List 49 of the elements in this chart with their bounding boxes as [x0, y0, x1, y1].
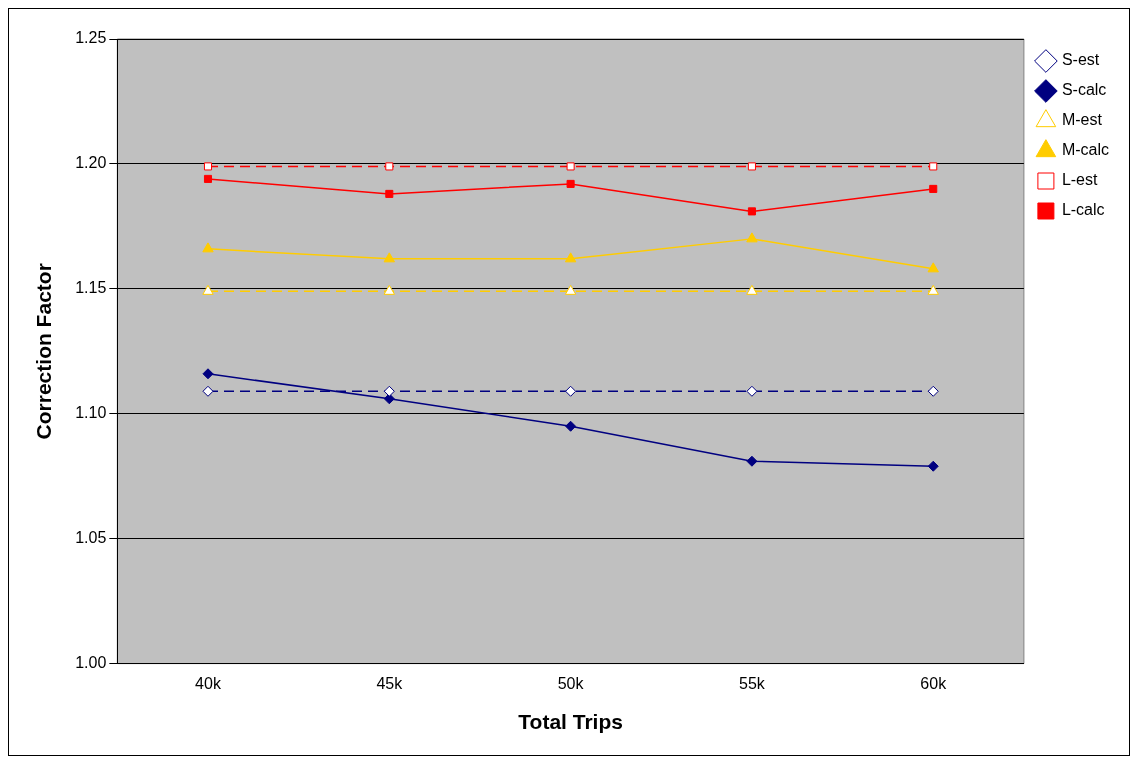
legend-label: S-est [1061, 51, 1100, 69]
point [383, 252, 395, 263]
point [565, 385, 577, 397]
point [929, 162, 938, 171]
point [202, 242, 214, 253]
point [203, 174, 213, 183]
y-tick-label: 1.15 [75, 279, 107, 297]
y-tick-label: 1.00 [75, 654, 107, 672]
y-tick-label: 1.25 [75, 29, 107, 47]
legend-label: M-est [1061, 111, 1103, 129]
point [383, 385, 395, 397]
point [746, 455, 758, 467]
point [202, 368, 214, 380]
point [746, 385, 758, 397]
point [385, 189, 394, 198]
point [564, 252, 577, 263]
point [385, 162, 394, 171]
point [383, 393, 395, 405]
point [927, 385, 939, 397]
point [202, 284, 214, 295]
y-tick-label: 1.10 [75, 404, 107, 422]
point [383, 284, 395, 295]
y-axis-title: Correction Factor [32, 263, 56, 440]
point [202, 385, 214, 397]
point [566, 179, 575, 188]
point [564, 284, 577, 295]
y-tick-label: 1.20 [75, 154, 107, 172]
point [927, 284, 939, 295]
point [747, 162, 756, 171]
point [929, 184, 938, 193]
point [565, 420, 577, 432]
x-tick-label: 55k [739, 674, 766, 692]
point [746, 284, 758, 295]
point [927, 460, 939, 472]
point [927, 262, 939, 273]
y-tick-label: 1.05 [75, 529, 107, 547]
point [746, 232, 758, 243]
legend-label: M-calc [1061, 141, 1109, 159]
legend-label: L-est [1061, 171, 1099, 189]
x-axis-title: Total Trips [518, 710, 623, 734]
legend-label: L-calc [1061, 201, 1105, 219]
point [203, 162, 213, 171]
legend-label: S-calc [1061, 81, 1107, 99]
x-tick-label: 60k [920, 674, 948, 692]
point [566, 162, 575, 171]
x-tick-label: 50k [557, 674, 585, 692]
x-tick-label: 45k [376, 674, 404, 692]
x-tick-label: 40k [195, 674, 222, 692]
point [747, 207, 756, 216]
